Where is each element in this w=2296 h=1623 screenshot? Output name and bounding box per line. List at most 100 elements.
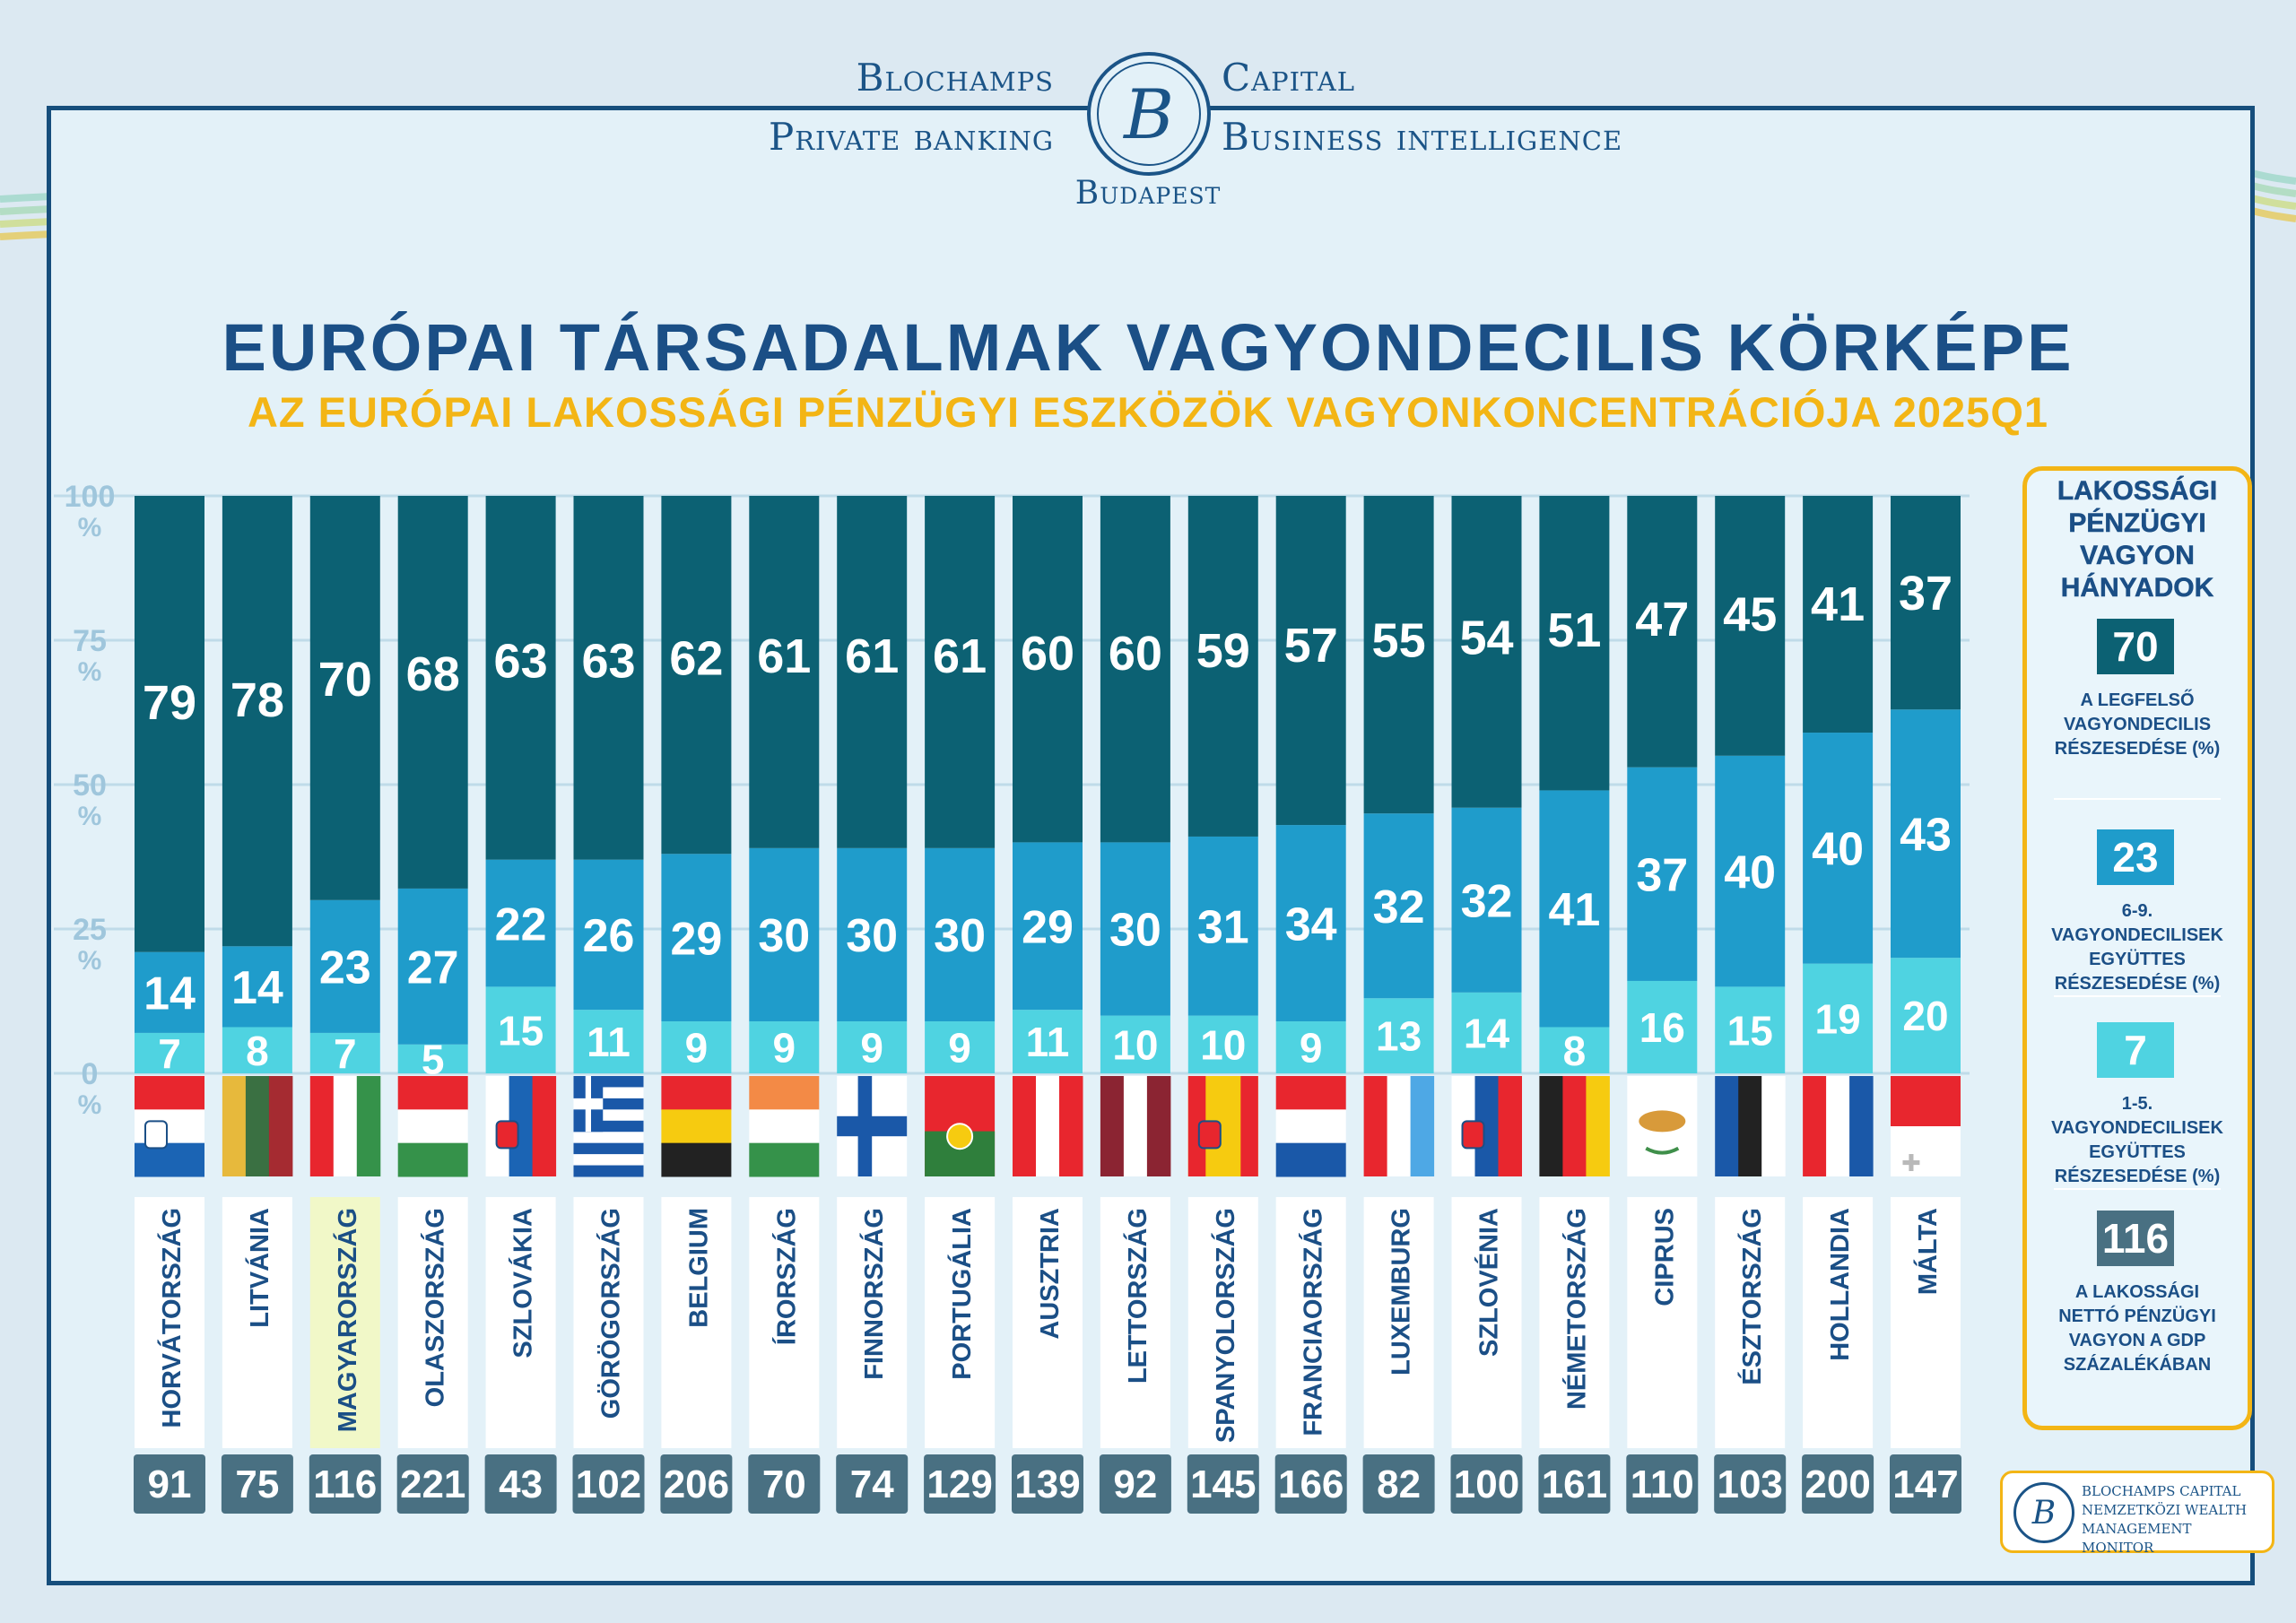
bar-segment-middle (1539, 790, 1610, 1028)
flag-spanyolország (1187, 1076, 1258, 1176)
gdp-ratio-box (1274, 1454, 1347, 1514)
data-label-bottom: 9 (685, 1025, 709, 1072)
data-label-middle: 41 (1548, 884, 1600, 936)
flag-stripe (661, 1076, 732, 1110)
bar-segment-bottom (1803, 963, 1874, 1073)
bar-segment-middle (1187, 836, 1258, 1016)
flag-stripe (1059, 1076, 1083, 1176)
gdp-ratio-box (748, 1454, 821, 1514)
bar-segment-bottom (1187, 1015, 1258, 1073)
legend-description: 1-5. VAGYONDECILISEK EGYÜTTES RÉSZESEDÉS… (2051, 1094, 2223, 1186)
gdp-ratio-value: 100 (1454, 1462, 1519, 1506)
flag-stripe (1539, 1076, 1563, 1176)
y-tick-label: 50 (73, 768, 107, 803)
bar-segment-top (135, 496, 204, 952)
gdp-ratio-box (1450, 1454, 1523, 1514)
flag-írország (749, 1076, 820, 1177)
flag-cross (573, 1098, 604, 1110)
gdp-ratio-box (572, 1454, 645, 1514)
country-label-panel (309, 1197, 380, 1448)
flag-emblem (144, 1120, 168, 1150)
bar-segment-bottom (397, 1044, 468, 1073)
flag-stripe (532, 1076, 557, 1176)
flag-stripe (333, 1076, 358, 1176)
bar-segment-bottom (1013, 1010, 1083, 1073)
flag-stripe (245, 1076, 270, 1176)
bar-segment-bottom (1627, 980, 1698, 1073)
bar-segment-top (837, 496, 908, 848)
flag-horvátország (135, 1076, 204, 1177)
data-label-bottom: 9 (860, 1025, 883, 1072)
gdp-ratio-box (309, 1454, 381, 1514)
data-label-middle: 40 (1724, 846, 1776, 898)
data-label-middle: 30 (934, 910, 986, 962)
data-label-top: 51 (1547, 603, 1601, 657)
flag-magyarország (309, 1076, 381, 1176)
flag-stripe (573, 1165, 644, 1177)
country-label-panel (1627, 1197, 1698, 1448)
flag-lettország (1100, 1076, 1171, 1176)
data-label-middle: 14 (231, 962, 283, 1014)
data-label-bottom: 8 (246, 1028, 269, 1074)
flag-stripe (356, 1076, 381, 1176)
gdp-ratio-box (221, 1454, 293, 1514)
flag-stripe (573, 1154, 644, 1167)
legend-swatch: 7 (2097, 1022, 2174, 1078)
country-label: FINNORSZÁG (858, 1208, 889, 1380)
flag-stripe (1562, 1076, 1587, 1176)
bar-segment-middle (135, 951, 204, 1033)
bar-segment-bottom (135, 1032, 204, 1073)
flag-stripe (573, 1142, 644, 1155)
flag-stripe (1586, 1076, 1610, 1176)
data-label-middle: 27 (407, 942, 459, 994)
bar-segment-middle (1100, 842, 1170, 1016)
country-label: OLASZORSZÁG (420, 1208, 450, 1407)
country-label: SZLOVÉNIA (1474, 1208, 1504, 1357)
gdp-ratio-value: 200 (1805, 1462, 1870, 1506)
bar-segment-middle (749, 847, 820, 1022)
bar-segment-middle (309, 899, 380, 1033)
gdp-ratio-box (1802, 1454, 1874, 1514)
flag-stripe (1803, 1076, 1827, 1176)
gdp-ratio-value: 166 (1278, 1462, 1344, 1506)
gdp-ratio-box (1012, 1454, 1083, 1514)
country-label: AUSZTRIA (1036, 1208, 1065, 1340)
data-label-bottom: 16 (1639, 1004, 1685, 1051)
country-label-panel (135, 1197, 204, 1448)
flag-stripe (661, 1109, 732, 1144)
flag-stripe (1146, 1076, 1171, 1176)
flag-luxemburg (1363, 1076, 1435, 1176)
y-tick-label: 100 (65, 480, 116, 514)
data-label-bottom: 8 (1563, 1028, 1587, 1074)
chart-subtitle: AZ EURÓPAI LAKOSSÁGI PÉNZÜGYI ESZKÖZÖK V… (247, 388, 2049, 436)
bar-segment-bottom (749, 1021, 820, 1073)
gdp-ratio-value: 116 (313, 1462, 377, 1506)
gdp-ratio-value: 147 (1892, 1462, 1958, 1506)
data-label-top: 63 (581, 635, 635, 689)
data-label-middle: 30 (758, 910, 810, 962)
data-label-middle: 30 (846, 910, 898, 962)
y-tick-label: 75 (73, 624, 107, 658)
country-label: FRANCIAORSZÁG (1298, 1208, 1328, 1436)
country-label-panel (1715, 1197, 1786, 1448)
flag-málta: ✚ (1891, 1076, 1961, 1177)
country-label-panel (1451, 1197, 1522, 1448)
bar-segment-middle (1891, 709, 1961, 959)
y-tick-unit: % (78, 802, 102, 831)
bar-segment-bottom (1539, 1027, 1610, 1073)
data-label-bottom: 7 (334, 1030, 357, 1077)
bar-segment-bottom (309, 1032, 380, 1073)
country-label-panel (1803, 1197, 1874, 1448)
data-label-top: 41 (1811, 577, 1865, 631)
bar-segment-middle (222, 946, 292, 1028)
flag-stripe (1187, 1076, 1206, 1176)
gdp-ratio-value: 161 (1542, 1462, 1607, 1506)
flag-litvánia (222, 1076, 293, 1176)
data-label-bottom: 14 (1464, 1010, 1510, 1056)
bar-segment-top (661, 496, 732, 855)
bar-segment-bottom (1275, 1021, 1346, 1073)
y-tick-label: 25 (73, 913, 107, 947)
country-label: ÉSZTORSZÁG (1736, 1208, 1767, 1385)
bar-segment-middle (1275, 825, 1346, 1022)
